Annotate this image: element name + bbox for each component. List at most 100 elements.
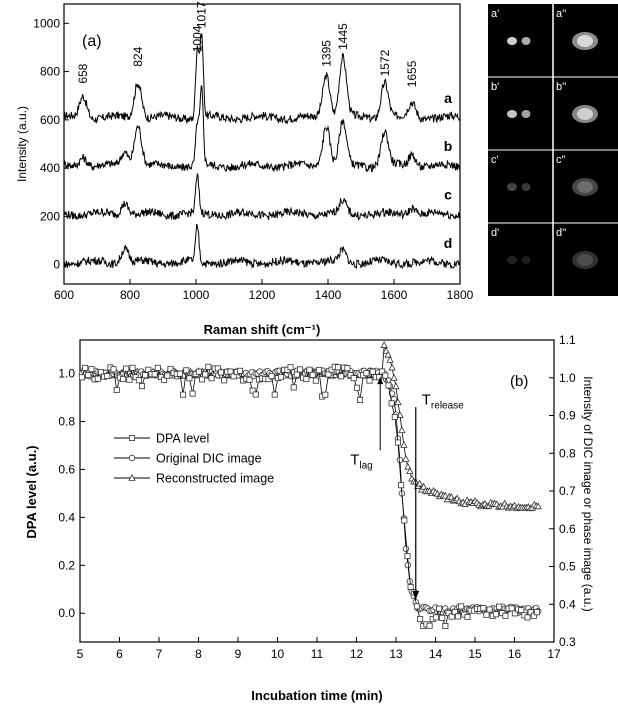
data-point-square — [458, 603, 465, 610]
panel-a-x-axis-label: Raman shift (cm⁻¹) — [204, 322, 321, 337]
y-tick-label: 0.8 — [58, 414, 75, 428]
data-point-square — [161, 376, 168, 383]
data-point-square — [145, 366, 152, 373]
data-point-square — [139, 383, 146, 390]
data-point-square — [218, 369, 225, 376]
y-tick-label: 0.0 — [58, 606, 75, 620]
y-tick-label: 0.2 — [58, 558, 75, 572]
spore-blob — [507, 110, 517, 118]
data-point-square — [344, 365, 351, 372]
data-point-square — [451, 608, 458, 615]
panel-b-y2-axis-label: Intensity of DIC image or phase image (a… — [581, 376, 595, 611]
data-point-square — [508, 605, 515, 612]
peak-label: 1395 — [319, 40, 333, 67]
panel-b-label: (b) — [510, 373, 528, 390]
image-cell: b' — [491, 81, 531, 118]
x-tick-label: 15 — [468, 647, 482, 661]
y2-tick-label: 0.6 — [559, 522, 576, 536]
data-point-square — [88, 366, 95, 373]
image-cell-label: c' — [491, 154, 499, 166]
data-point-square — [126, 376, 133, 383]
data-point-square — [432, 614, 439, 621]
data-point-square — [94, 375, 101, 382]
data-point-square — [205, 363, 212, 370]
image-cell: a' — [491, 8, 531, 45]
y-tick-label: 200 — [40, 209, 60, 223]
lag-arrowhead — [377, 377, 384, 385]
data-point-square — [518, 607, 525, 614]
lag-subscript: lag — [359, 461, 372, 472]
data-point-square — [417, 616, 424, 623]
y2-tick-label: 0.7 — [559, 484, 576, 498]
data-point-square — [265, 376, 272, 383]
x-tick-label: 8 — [195, 647, 202, 661]
data-point-square — [186, 375, 193, 382]
data-point-square — [413, 603, 420, 610]
data-point-square — [82, 364, 89, 371]
data-point-square — [132, 374, 139, 381]
data-point-square — [167, 365, 174, 372]
data-point-square — [315, 367, 322, 374]
image-cell-label: b'' — [556, 81, 566, 93]
x-tick-label: 1800 — [447, 288, 474, 302]
data-point-square — [464, 614, 471, 621]
data-point-triangle — [128, 473, 136, 481]
data-point-square — [151, 371, 158, 378]
x-tick-label: 16 — [508, 647, 522, 661]
spore-core — [577, 181, 593, 193]
data-point-square — [303, 376, 310, 383]
x-tick-label: 5 — [77, 647, 84, 661]
series-dpa-level — [78, 363, 541, 630]
data-point-square — [442, 623, 449, 630]
data-point-square — [530, 612, 537, 619]
data-point-square — [448, 613, 455, 620]
data-point-square — [189, 390, 196, 397]
spore-core — [577, 108, 593, 120]
spectrum-label-b: b — [444, 138, 453, 154]
image-cell-label: b' — [491, 81, 499, 93]
data-point-triangle — [534, 502, 542, 510]
data-point-square — [113, 386, 120, 393]
data-point-square — [154, 364, 161, 371]
dpa-kinetics-panel: (b) Incubation time (min) DPA level (a.u… — [24, 333, 595, 703]
spectrum-label-c: c — [444, 187, 452, 203]
data-point-square — [85, 372, 92, 379]
data-point-square — [398, 482, 405, 489]
spore-blob — [521, 37, 531, 45]
data-point-square — [278, 374, 285, 381]
y-tick-label: 0 — [53, 258, 60, 272]
x-tick-label: 1400 — [315, 288, 342, 302]
data-point-triangle — [398, 426, 406, 434]
spore-blob — [507, 37, 517, 45]
image-cell: d' — [491, 227, 531, 264]
data-point-square — [287, 364, 294, 371]
data-point-square — [78, 374, 85, 381]
data-point-square — [135, 377, 142, 384]
data-point-square — [183, 367, 190, 374]
data-point-square — [382, 372, 389, 379]
data-point-square — [236, 367, 243, 374]
legend-label: Original DIC image — [156, 452, 262, 466]
data-point-square — [524, 614, 531, 621]
data-point-square — [366, 377, 373, 384]
image-cell-label: c'' — [556, 154, 566, 166]
data-point-square — [455, 613, 462, 620]
panel-a-label: (a) — [82, 33, 102, 50]
image-cell-label: d' — [491, 227, 499, 239]
panel-b-y-axis-label: DPA level (a.u.) — [24, 445, 39, 538]
data-point-square — [394, 439, 401, 446]
spectrum-c — [63, 173, 461, 222]
data-point-square — [439, 614, 446, 621]
peak-label: 1445 — [336, 23, 350, 50]
data-point-square — [379, 368, 386, 375]
x-tick-label: 10 — [271, 647, 285, 661]
y2-tick-label: 0.4 — [559, 597, 576, 611]
data-point-triangle — [390, 373, 398, 381]
spore-blob — [521, 110, 531, 118]
data-point-square — [110, 366, 117, 373]
image-cell: b'' — [556, 81, 598, 123]
spore-blob — [521, 183, 531, 191]
data-point-triangle — [386, 355, 394, 363]
y-tick-label: 400 — [40, 161, 60, 175]
image-cell: d'' — [556, 227, 598, 269]
